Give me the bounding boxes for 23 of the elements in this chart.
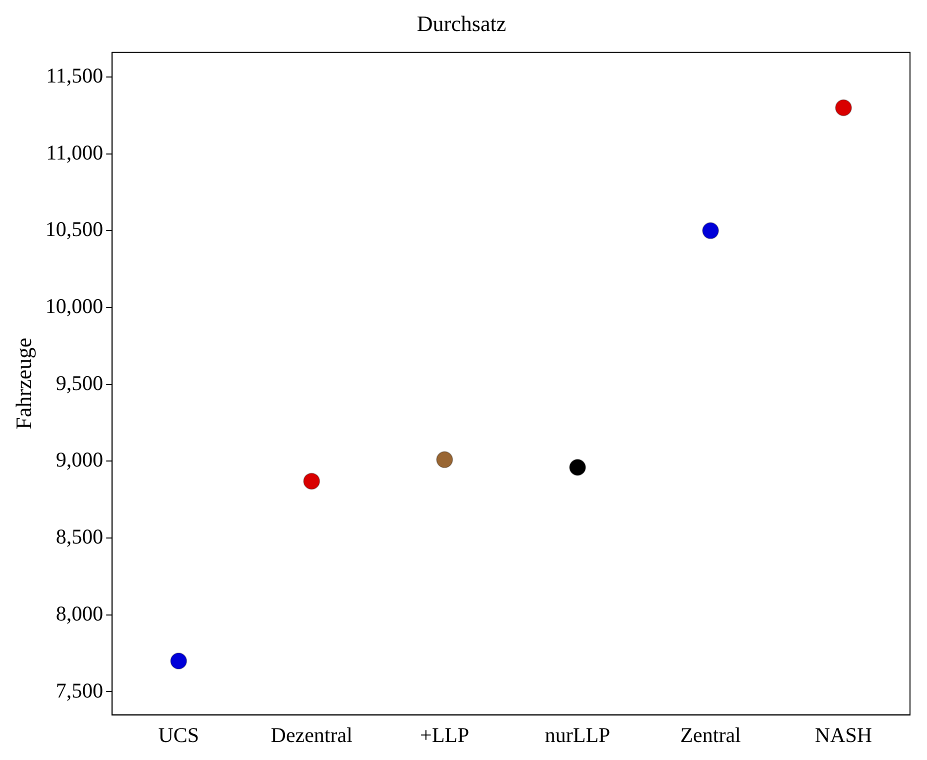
y-axis-title: Fahrzeuge [10, 338, 36, 430]
x-tick-label: nurLLP [544, 722, 610, 747]
point [303, 472, 320, 490]
y-tick-label: 8,500 [56, 524, 104, 549]
y-tick-label: 11,500 [46, 64, 104, 88]
x-tick-label: NASH [814, 722, 872, 747]
y-tick-label: 10,000 [45, 294, 104, 318]
y-tick-label: 9,000 [56, 448, 104, 472]
chart-title: Durchsatz [416, 10, 506, 36]
x-tick-label: Dezentral [270, 722, 353, 747]
x-tick-label: UCS [158, 722, 200, 747]
x-tick-label: +LLP [420, 722, 470, 747]
y-tick-label: 7,500 [56, 678, 104, 702]
y-tick-label: 11,000 [46, 140, 104, 164]
y-tick-label: 9,500 [56, 370, 104, 395]
point [835, 99, 852, 116]
x-tick-label: Zentral [680, 722, 742, 747]
point [569, 458, 586, 476]
y-tick-label: 10,500 [45, 217, 104, 242]
point [436, 451, 454, 468]
y-tick-label: 8,000 [56, 601, 104, 626]
point [702, 222, 720, 240]
point [170, 652, 188, 670]
